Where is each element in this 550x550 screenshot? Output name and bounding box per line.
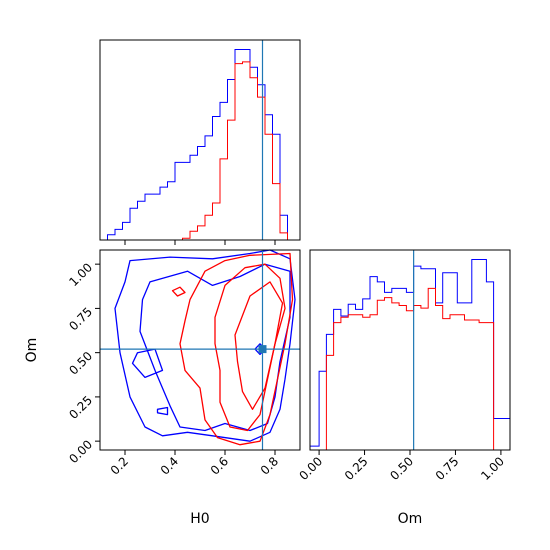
contour-panel: 0.2 0.4 0.6 0.8 0.00 0.25 0.50 0.75 1.00 H0 Om	[24, 249, 301, 527]
contour-truth-marker	[258, 345, 267, 354]
contour-x-tick-label-1: 0.4	[158, 454, 181, 477]
hist-om-x-tick-label-1: 0.25	[342, 454, 371, 483]
hist-h0-panel	[99, 39, 301, 245]
contour-y-tick-label-1: 0.25	[66, 393, 95, 422]
contour-y-tick-label-4: 1.00	[66, 260, 95, 289]
contour-x-tick-label-0: 0.2	[108, 454, 131, 477]
contour-series-1-level-2	[234, 281, 284, 410]
contour-x-tick-label-3: 0.8	[258, 454, 281, 477]
contour-y-tick-label-2: 0.50	[66, 349, 95, 378]
contour-series-0-level-1	[139, 263, 291, 432]
hist-om-x-tick-label-3: 0.75	[433, 454, 462, 483]
hist-om-x-tick-label-4: 1.00	[478, 454, 507, 483]
contour-y-tick-label-0: 0.00	[66, 437, 95, 466]
contour-x-tick-label-2: 0.6	[208, 454, 231, 477]
hist-om-x-label: Om	[398, 511, 423, 527]
hist-om-x-tick-label-0: 0.00	[296, 454, 325, 483]
hist-om-panel: 0.00 0.25 0.50 0.75 1.00 Om	[296, 249, 511, 527]
hist-h0-bars	[100, 49, 295, 241]
hist-om-series-1-step	[310, 287, 510, 451]
contour-series-0-level-3	[156, 406, 169, 416]
hist-om-series-0-step	[309, 259, 511, 450]
contour-y-tick-label-3: 0.75	[66, 305, 95, 334]
hist-h0-frame	[99, 39, 301, 241]
hist-h0-series-0-step	[100, 49, 295, 241]
contour-truth	[100, 250, 300, 450]
contour-x-label: H0	[190, 511, 209, 527]
hist-h0-ticks	[124, 240, 276, 245]
contour-series-1-level-0	[179, 252, 294, 446]
contour-series-0-level-0	[114, 249, 296, 442]
contour-series-1-level-3	[171, 286, 186, 297]
contour-series-0-level-2	[131, 348, 164, 379]
hist-om-bars	[309, 259, 511, 451]
hist-om-x-tick-label-2: 0.50	[387, 454, 416, 483]
contour-y-label: Om	[24, 338, 40, 363]
hist-om-frame	[309, 249, 511, 451]
contour-ticks: 0.2 0.4 0.6 0.8 0.00 0.25 0.50 0.75 1.00	[66, 260, 281, 477]
contour-lines	[114, 249, 296, 446]
contour-frame	[99, 249, 301, 451]
hist-om-ticks: 0.00 0.25 0.50 0.75 1.00	[296, 450, 507, 483]
